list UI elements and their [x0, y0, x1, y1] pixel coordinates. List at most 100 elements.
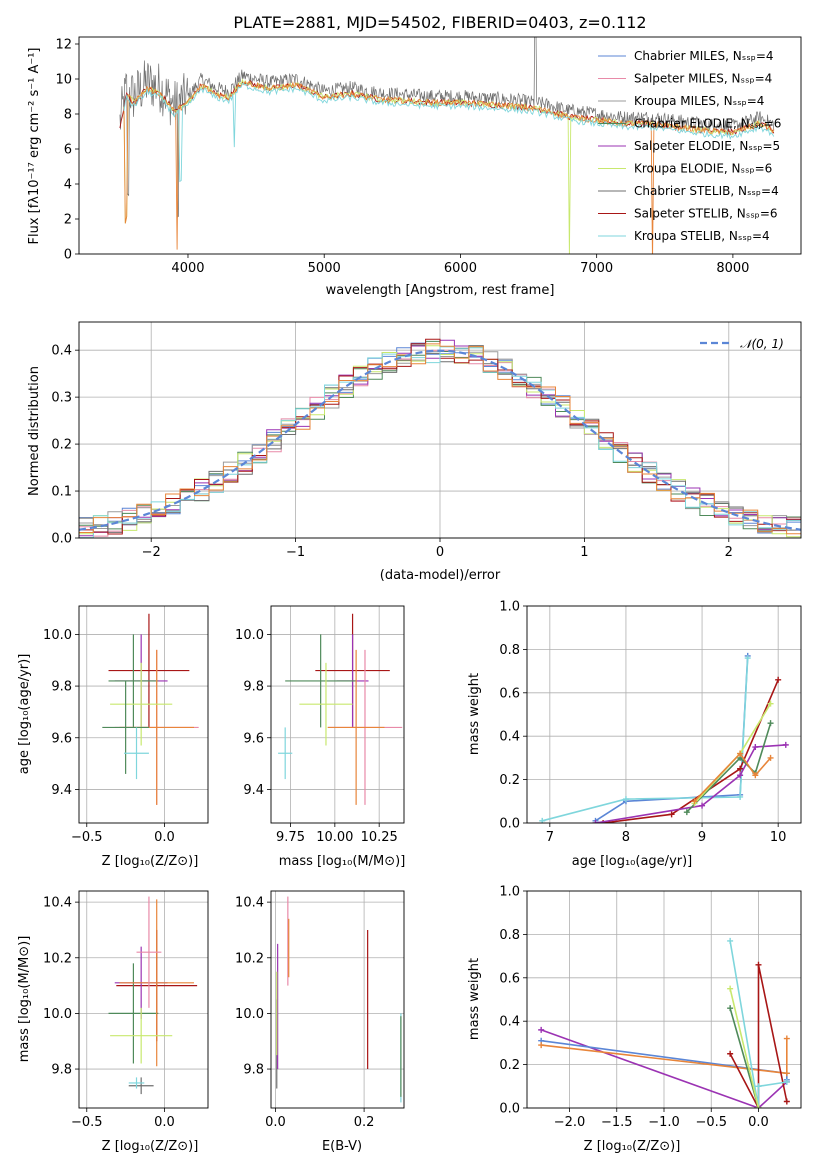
- mass-weight-line: [729, 964, 788, 1108]
- legend-label: Kroupa MILES, Nₛₛₚ=4: [634, 94, 764, 108]
- normal-distribution-line: [79, 349, 801, 531]
- residual-histogram-plot: −2 −1 0 1 2 0.0 0.1 0.2 0.3 0.4 𝒩(0, 1): [51, 321, 802, 560]
- x-tick-label: 9: [698, 830, 706, 845]
- mass-weight-point: [783, 1098, 790, 1105]
- y-tick-label: 0.8: [499, 928, 520, 943]
- mass-weight-point: [755, 961, 762, 968]
- spectrum-title: PLATE=2881, MJD=54502, FIBERID=0403, z=0…: [233, 13, 646, 32]
- x-tick-label: 10: [770, 830, 787, 845]
- mass-weight-point: [752, 772, 759, 779]
- mw-z-ylabel: mass weight: [467, 958, 482, 1040]
- spectrum-legend: Chabrier MILES, Nₛₛₚ=4 Salpeter MILES, Nₛ…: [598, 49, 781, 243]
- x-tick-label: 0.2: [354, 1115, 375, 1130]
- mass-weight-point: [668, 811, 675, 818]
- mass-weight-point: [783, 1070, 790, 1077]
- spectrum-frame: [78, 36, 802, 255]
- spectrum-ylabel: Flux [fλ10⁻¹⁷ erg cm⁻² s⁻¹ A⁻¹]: [27, 48, 42, 245]
- x-tick-label: −1.5: [601, 1115, 633, 1130]
- y-tick-label: 0.4: [499, 730, 520, 745]
- mass-weight-point: [699, 802, 706, 809]
- y-tick-label: 10.0: [235, 1007, 264, 1022]
- y-tick-label: 10.4: [235, 896, 264, 911]
- mass-weight-point: [683, 809, 690, 816]
- mass-weight-point: [727, 985, 734, 992]
- y-tick-label: 2: [64, 213, 72, 228]
- y-tick-label: 0.8: [499, 643, 520, 658]
- massweight-vs-Z-frame: [526, 890, 802, 1109]
- x-tick-label: 6000: [444, 261, 477, 276]
- mass-weight-point: [538, 1042, 545, 1049]
- massweight-vs-metallicity-plot: −2.0 −1.5 −1.0 −0.5 0.0 0.0 0.2 0.4 0.6 0.8 1.0: [499, 885, 802, 1130]
- model-spectrum-line: [123, 82, 775, 183]
- y-tick-label: 10.0: [235, 628, 264, 643]
- x-tick-label: −1.0: [648, 1115, 680, 1130]
- mass-weight-point: [744, 655, 751, 662]
- massweight-vs-Z-marks: [538, 937, 790, 1108]
- legend-label: Chabrier STELIB, Nₛₛₚ=4: [634, 184, 779, 198]
- legend-label: Salpeter ELODIE, Nₛₛₚ=5: [634, 139, 780, 153]
- age-vs-mass-grid: [271, 606, 404, 823]
- mass-vs-EBV-frame: [270, 890, 405, 1109]
- mass-weight-point: [755, 1105, 762, 1108]
- x-tick-label: 10.00: [316, 830, 353, 845]
- x-tick-label: 0.0: [154, 830, 175, 845]
- y-tick-label: 1.0: [499, 600, 520, 615]
- mw-age-xlabel: age [log₁₀(age/yr)]: [572, 854, 693, 869]
- x-tick-label: 0.0: [748, 1115, 769, 1130]
- mw-age-ylabel: mass weight: [467, 673, 482, 755]
- x-tick-label: 2: [725, 545, 733, 560]
- mass-weight-point: [538, 1026, 545, 1033]
- x-tick-label: 7: [546, 830, 554, 845]
- y-tick-label: 6: [64, 143, 72, 158]
- age-vs-mass-marks: [278, 613, 403, 805]
- y-tick-label: 9.6: [51, 731, 72, 746]
- massweight-vs-age-frame: [526, 605, 802, 824]
- mass-weight-point: [737, 793, 744, 800]
- x-tick-label: 9.75: [276, 830, 305, 845]
- mass-weight-point: [727, 937, 734, 944]
- legend-label: Kroupa STELIB, Nₛₛₚ=4: [634, 229, 770, 243]
- x-tick-label: −1: [286, 545, 305, 560]
- y-tick-label: 9.8: [243, 1063, 264, 1078]
- mass-weight-line: [540, 1029, 788, 1108]
- age-vs-Z-grid: [79, 606, 208, 823]
- mass-weight-point: [782, 741, 789, 748]
- mass-weight-point: [622, 796, 629, 803]
- age-vs-metallicity-plot: −0.5 0.0 9.4 9.6 9.8 10.0: [43, 605, 209, 845]
- age-mass-xlabel: mass [log₁₀(M/M⊙)]: [279, 854, 406, 869]
- mass-weight-line: [541, 658, 749, 822]
- age-vs-mass-frame: [270, 605, 405, 824]
- legend-label: Salpeter MILES, Nₛₛₚ=4: [634, 72, 772, 86]
- y-tick-label: 0.6: [499, 686, 520, 701]
- x-tick-label: 1: [580, 545, 588, 560]
- x-tick-label: −2: [142, 545, 161, 560]
- y-tick-label: 0.2: [499, 1058, 520, 1073]
- y-tick-label: 0.0: [51, 532, 72, 547]
- mass-ebv-xlabel: E(B-V): [322, 1139, 362, 1154]
- x-tick-label: 7000: [580, 261, 613, 276]
- mass-weight-point: [737, 772, 744, 779]
- mass-weight-point: [592, 820, 599, 823]
- spectrum-xlabel: wavelength [Angstrom, rest frame]: [326, 283, 555, 298]
- y-tick-label: 8: [64, 108, 72, 123]
- x-tick-label: 10.25: [361, 830, 398, 845]
- y-tick-label: 0.0: [499, 817, 520, 832]
- legend-label: 𝒩(0, 1): [740, 337, 784, 351]
- mass-weight-line: [693, 752, 772, 802]
- x-tick-label: 8: [622, 830, 630, 845]
- spectrum-marks: [119, 37, 775, 254]
- mass-vs-extinction-plot: 0.0 0.2 9.8 10.0 10.2 10.4: [235, 890, 405, 1130]
- x-tick-label: 0: [436, 545, 444, 560]
- mass-weight-point: [767, 754, 774, 761]
- histogram-steps: [79, 338, 801, 538]
- y-tick-label: 10.0: [43, 1007, 72, 1022]
- mass-vs-EBV-grid: [271, 891, 404, 1108]
- legend-label: Salpeter STELIB, Nₛₛₚ=6: [634, 207, 778, 221]
- y-tick-label: 0.1: [51, 485, 72, 500]
- histogram-xlabel: (data-model)/error: [380, 568, 501, 583]
- age-vs-mass-plot: 9.75 10.00 10.25 9.4 9.6 9.8 10.0: [235, 605, 405, 845]
- x-tick-label: 5000: [308, 261, 341, 276]
- age-vs-Z-marks: [102, 613, 199, 805]
- mass-weight-point: [727, 1005, 734, 1012]
- y-tick-label: 9.8: [51, 1063, 72, 1078]
